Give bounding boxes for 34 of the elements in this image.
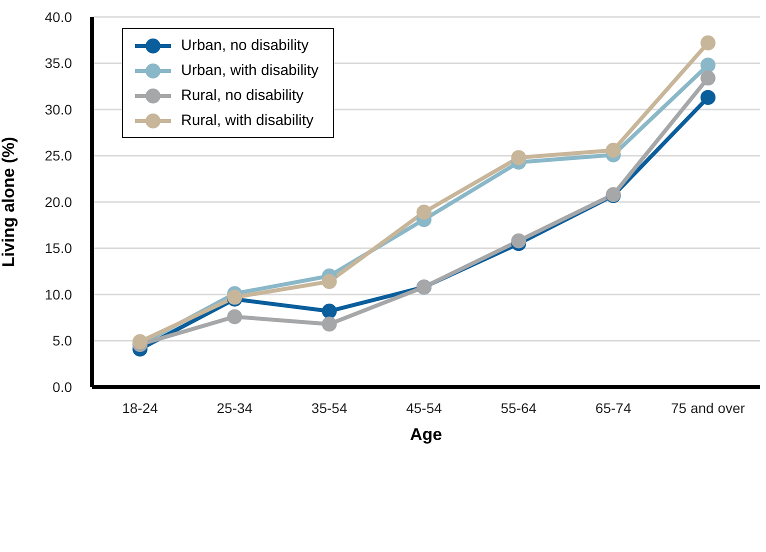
y-tick-label: 40.0 — [44, 8, 72, 25]
x-tick-label: 25-34 — [216, 400, 253, 416]
y-axis-title: Living alone (%) — [0, 136, 18, 268]
point — [227, 309, 242, 324]
point — [416, 204, 432, 220]
y-tick-label: 35.0 — [44, 55, 72, 72]
point — [700, 90, 716, 105]
point — [322, 316, 337, 332]
y-tick-label: 0.0 — [52, 378, 72, 395]
x-tick-label: 65-74 — [595, 400, 632, 416]
point — [322, 304, 337, 319]
point — [511, 233, 526, 248]
x-axis-title: Age — [410, 425, 442, 444]
legend-label: Urban, no disability — [181, 37, 309, 54]
x-tick-label: 45-54 — [406, 400, 442, 416]
y-tick-label: 15.0 — [44, 240, 72, 256]
point — [700, 58, 716, 73]
point — [700, 35, 716, 50]
point — [322, 274, 337, 290]
point — [700, 70, 716, 86]
x-tick-label: 75 and over — [671, 400, 746, 416]
point — [511, 150, 526, 166]
legend-label: Rural, no disability — [181, 87, 304, 104]
y-tick-label: 10.0 — [44, 286, 72, 302]
legend-label: Urban, with disability — [181, 62, 319, 79]
x-tick-label: 18-24 — [122, 400, 158, 416]
y-tick-label: 5.0 — [52, 332, 72, 349]
legend-label: Rural, with disability — [181, 112, 314, 129]
y-tick-label: 25.0 — [44, 148, 72, 164]
x-tick-label: 55-64 — [500, 400, 537, 416]
y-tick-label: 20.0 — [44, 194, 72, 210]
y-tick-label: 30.0 — [44, 101, 72, 118]
point — [606, 142, 621, 158]
x-tick-label: 35-54 — [311, 400, 348, 416]
